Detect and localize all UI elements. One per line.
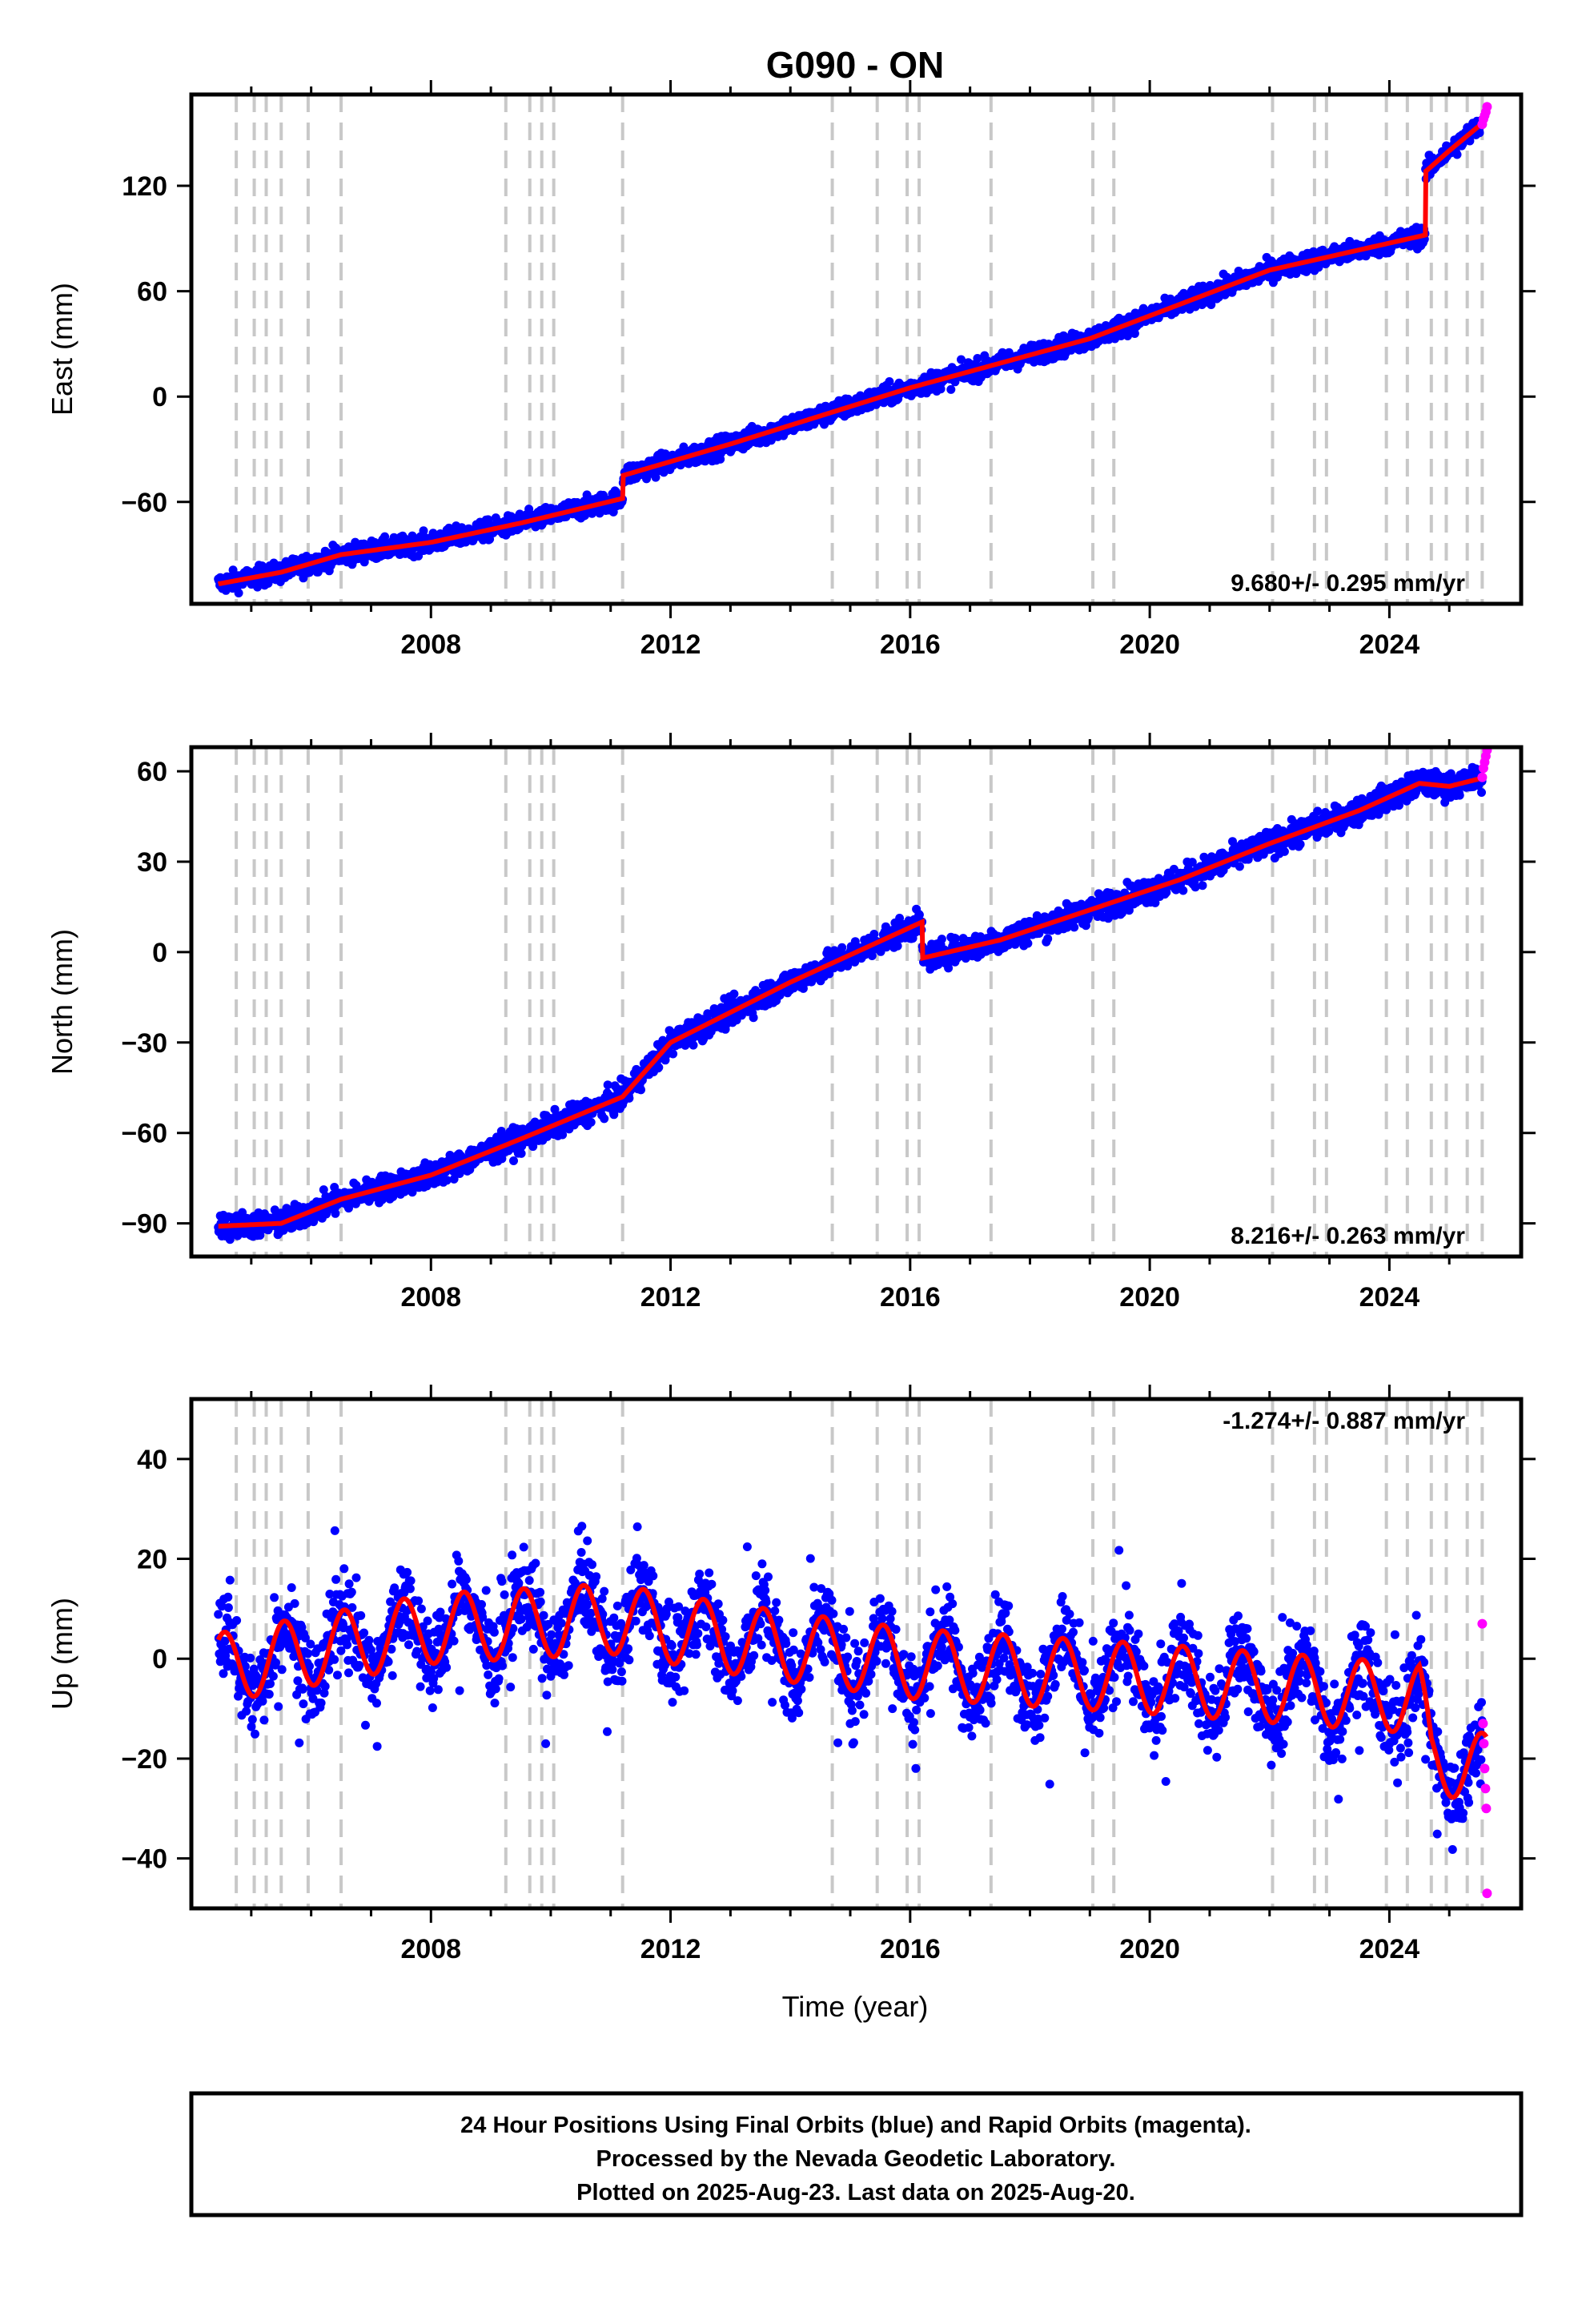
final-orbit-point xyxy=(893,941,902,951)
final-orbit-point xyxy=(586,1117,596,1127)
final-orbit-points xyxy=(214,115,1487,597)
final-orbit-point xyxy=(1295,839,1305,849)
north-panel: 2008 2012 2016 2020 2024−90−60−3003060North … xyxy=(46,733,1536,1313)
rate-label: 9.680+/- 0.295 mm/yr xyxy=(1231,570,1465,597)
rapid-orbit-point xyxy=(1482,102,1492,112)
final-orbit-point xyxy=(669,1049,678,1059)
final-orbit-point xyxy=(636,1085,645,1095)
final-orbit-point xyxy=(973,354,982,363)
final-orbit-point xyxy=(936,384,946,394)
model-curve xyxy=(217,118,1488,587)
x-tick-label: 2012 xyxy=(640,629,701,660)
final-orbit-point xyxy=(1198,881,1207,891)
final-orbit-point xyxy=(257,561,267,571)
final-orbit-point xyxy=(380,532,390,541)
x-tick-label: 2024 xyxy=(1359,629,1420,660)
final-orbit-point xyxy=(689,1040,698,1050)
y-tick-label: 60 xyxy=(137,277,167,308)
final-orbit-point xyxy=(600,1114,609,1124)
x-tick-label: 2016 xyxy=(880,629,941,660)
final-orbit-point xyxy=(1235,862,1244,871)
final-orbit-point xyxy=(253,582,263,592)
final-orbit-point xyxy=(957,355,966,364)
final-orbit-point xyxy=(408,531,417,541)
plot-frame xyxy=(189,92,1524,606)
final-orbit-point xyxy=(509,1156,518,1165)
final-orbit-point xyxy=(837,943,847,952)
final-orbit-point xyxy=(1070,923,1079,932)
x-tick-label: 2008 xyxy=(400,629,461,660)
x-tick-label: 2020 xyxy=(1119,629,1180,660)
y-tick-label: 0 xyxy=(152,382,167,412)
final-orbit-point xyxy=(1279,846,1289,856)
y-axis-label: East (mm) xyxy=(46,283,78,416)
final-orbit-point xyxy=(946,384,956,394)
final-orbit-point xyxy=(749,1013,758,1023)
final-orbit-point xyxy=(937,935,946,944)
final-orbit-point xyxy=(1043,934,1053,943)
final-orbit-point xyxy=(654,1063,664,1072)
y-tick-label: −60 xyxy=(121,488,167,518)
final-orbit-point xyxy=(885,377,894,386)
final-orbit-point xyxy=(419,526,428,536)
y-tick-label: 120 xyxy=(122,171,167,202)
final-orbit-point xyxy=(331,1208,340,1218)
final-orbit-point xyxy=(234,589,243,597)
final-orbit-point xyxy=(951,934,961,943)
east-panel: 2008 2012 2016 2020 2024 −60 0 60 120 East (mm) 9.… xyxy=(46,80,1536,660)
final-orbit-point xyxy=(1130,329,1139,338)
final-orbit-point xyxy=(1178,886,1188,895)
chart-title: G090 - ON xyxy=(766,44,944,86)
final-orbit-point xyxy=(729,989,739,999)
final-orbit-point xyxy=(1452,150,1462,159)
final-orbit-point xyxy=(1023,939,1033,948)
